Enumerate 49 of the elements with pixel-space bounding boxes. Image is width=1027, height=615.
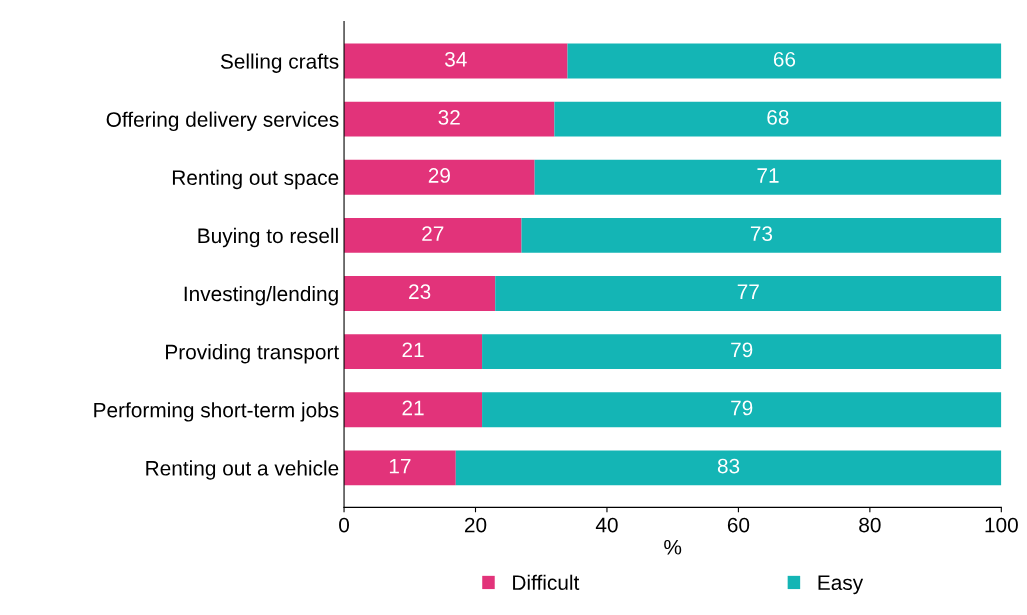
x-tick-label: 20 — [464, 517, 487, 533]
bar — [344, 276, 496, 311]
x-axis-title: % — [664, 539, 682, 555]
bar — [344, 334, 483, 370]
data-label: 68 — [767, 110, 789, 125]
x-tick-label: 40 — [595, 517, 618, 533]
legend-label: Easy — [818, 575, 864, 595]
data-label: 23 — [409, 284, 431, 300]
bar — [455, 450, 1002, 486]
bar — [344, 159, 535, 195]
data-label: 79 — [731, 400, 753, 416]
bar — [567, 43, 1002, 79]
data-label: 66 — [773, 51, 796, 67]
bar — [344, 392, 483, 428]
bar — [534, 159, 1002, 195]
x-tick-label: 0 — [339, 517, 350, 533]
y-tick-label: Performing short-term jobs — [94, 402, 339, 422]
data-label: 29 — [428, 168, 450, 183]
data-label: 21 — [402, 400, 424, 416]
data-label: 83 — [717, 458, 740, 474]
legend-label: Difficult — [513, 574, 580, 591]
bar — [482, 392, 1002, 428]
data-label: 73 — [750, 226, 773, 241]
data-label: 79 — [731, 342, 753, 358]
bar — [344, 101, 555, 137]
data-label: 71 — [757, 168, 779, 183]
y-tick-label: Renting out a vehicle — [146, 460, 339, 480]
bar — [521, 217, 1002, 253]
bar — [495, 276, 1002, 311]
bar — [344, 450, 456, 486]
x-tick-label: 80 — [859, 517, 881, 533]
data-label: 17 — [389, 458, 411, 474]
bar — [344, 43, 568, 79]
y-tick-label: Investing/lending — [184, 285, 338, 306]
y-tick-label: Offering delivery services — [106, 111, 339, 132]
y-tick-label: Buying to resell — [198, 227, 338, 248]
data-label: 32 — [438, 110, 460, 125]
x-tick-label: 100 — [985, 517, 1018, 533]
data-label: 34 — [444, 51, 467, 67]
bar — [482, 334, 1002, 370]
y-tick-label: Renting out space — [172, 169, 339, 190]
data-label: 21 — [402, 342, 424, 358]
y-tick-label: Selling crafts — [220, 53, 339, 73]
data-label: 27 — [422, 226, 444, 241]
bar — [344, 217, 522, 253]
y-tick-label: Providing transport — [166, 344, 340, 364]
data-label: 77 — [737, 284, 759, 299]
bar — [554, 101, 1002, 137]
x-tick-label: 60 — [727, 517, 750, 533]
